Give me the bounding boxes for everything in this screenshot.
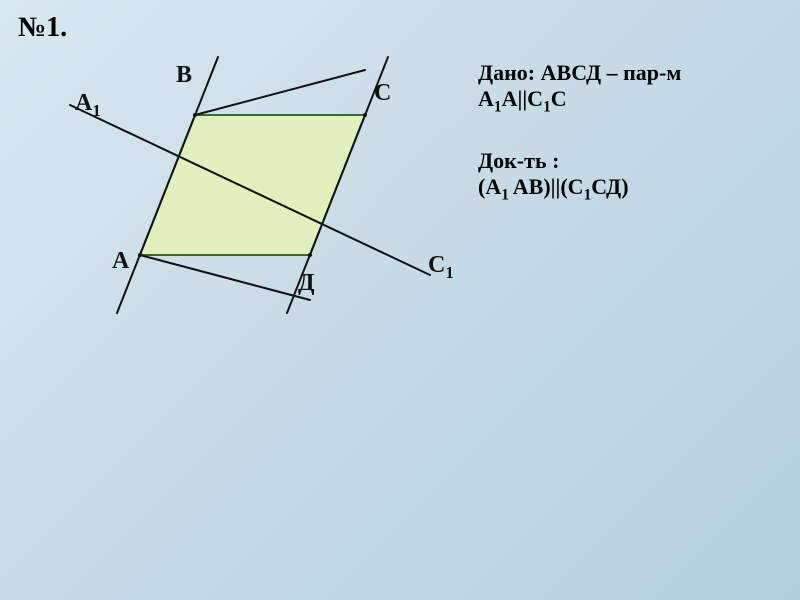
given-line1: АВСД – пар-м xyxy=(541,60,682,85)
prove-line: (А1 АВ)||(С1СД) xyxy=(478,174,629,199)
point-label-A1: А1 xyxy=(75,90,101,121)
prove-label: Док-ть : xyxy=(478,148,559,173)
point-label-C: С xyxy=(374,80,391,107)
problem-number: №1. xyxy=(18,12,67,44)
given-block: Дано: АВСД – пар-м А1А||С1С xyxy=(478,60,681,116)
point-label-B: В xyxy=(176,62,192,89)
given-line2: А1А||С1С xyxy=(478,86,567,111)
point-label-D: Д xyxy=(298,270,315,297)
prove-block: Док-ть : (А1 АВ)||(С1СД) xyxy=(478,148,629,204)
point-label-C1: С1 xyxy=(428,252,454,283)
given-label: Дано: xyxy=(478,60,535,85)
point-label-A: А xyxy=(112,248,129,275)
